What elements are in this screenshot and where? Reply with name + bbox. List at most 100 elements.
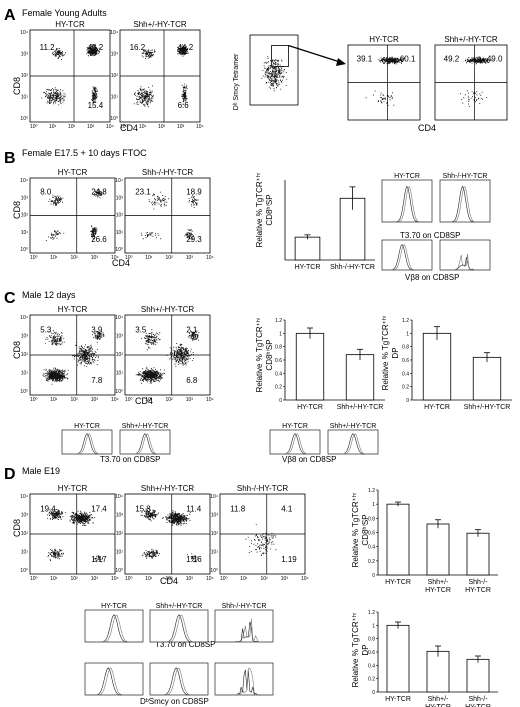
bar-d1-bar-0 xyxy=(386,503,410,576)
dot-b-1-xtick-4: 10⁴ xyxy=(111,255,119,261)
dot-c-2-ytick-0: 10⁴ xyxy=(115,315,123,321)
bar-c1-ticklabel-0: 0 xyxy=(279,398,282,404)
dot-d-3-ytick-4: 10⁰ xyxy=(210,568,218,574)
hist-b-vb8-2-curve-1 xyxy=(440,253,490,271)
dot-a-3 xyxy=(347,44,421,121)
bar-c1-ticklabel-5: 1 xyxy=(279,331,282,337)
dot-a-2-ytick-1: 10³ xyxy=(111,52,119,58)
hist-b-label-vb8: Vβ8 on CD8SP xyxy=(405,273,459,282)
dot-d-2-xtick-4: 10⁴ xyxy=(206,576,214,582)
bar-d2-ticklabel-1: 0.2 xyxy=(368,677,375,683)
hist-c-t370-1 xyxy=(61,429,113,455)
hist-b-t370-1-curve-1 xyxy=(382,186,432,223)
dot-b-1-ytick-0: 10⁴ xyxy=(20,178,28,184)
bar-c2-cat-1-0: Shh+/-HY-TCR xyxy=(464,404,511,411)
bar-ylabel-b: Relative % TgTCR⁺ʰⁱ CD8ʰⁱSP xyxy=(255,173,274,248)
dot-d-1-xtick-1: 10¹ xyxy=(50,576,58,582)
bar-d1 xyxy=(376,489,498,576)
bar-c2 xyxy=(410,319,512,401)
axis-label-cd8-b: CD8 xyxy=(12,201,22,219)
bar-d1-ticklabel-2: 0.4 xyxy=(368,545,375,551)
bar-d2-cat-1-1: HY-TCR xyxy=(425,704,451,707)
bar-ylabel-d1: Relative % TgTCR⁺ʰⁱ CD8ʰⁱSP xyxy=(351,493,370,568)
bar-c2-bar-0 xyxy=(422,332,452,401)
hist-c-vb8-2 xyxy=(327,429,379,455)
dot-b-1-title: HY-TCR xyxy=(58,168,88,177)
bar-d2-cat-2-0: Shh-/- xyxy=(468,696,488,703)
dot-b-1-xtick-2: 10² xyxy=(71,255,79,261)
bar-c2-ticklabel-3: 0.6 xyxy=(402,358,409,364)
dot-a-gate-frame xyxy=(249,34,299,106)
dot-d-2-xtick-0: 10⁰ xyxy=(125,576,133,582)
bar-c2-bar-1 xyxy=(472,356,502,401)
dot-b-2 xyxy=(124,177,211,254)
bar-d1-ticklabel-1: 0.2 xyxy=(368,559,375,565)
dot-a-1-xtick-4: 10⁴ xyxy=(106,124,114,130)
dot-b-1-xtick-3: 10³ xyxy=(91,255,99,261)
dot-d-2-xtick-2: 10² xyxy=(166,576,174,582)
dot-b-1-ytick-3: 10¹ xyxy=(21,230,29,236)
dot-b-2-xtick-3: 10³ xyxy=(186,255,194,261)
bar-c2-ticklabel-6: 1.2 xyxy=(402,318,409,324)
hist-b-t370-2-frame xyxy=(439,179,491,223)
dot-d-3-events xyxy=(245,524,277,556)
dot-a-1-ytick-2: 10² xyxy=(21,73,29,79)
hist-c-vb8-2-curve-1 xyxy=(328,433,378,455)
dot-b-2-quad-lr: 29.3 xyxy=(186,235,202,244)
bar-d1-cat-2-1: HY-TCR xyxy=(465,587,491,594)
hist-d-t370-1-curve-1 xyxy=(85,614,143,643)
hist-d-label-dbsmcy: DᵇSmcy on CD8SP xyxy=(140,697,209,706)
axis-label-cd4-b: CD4 xyxy=(112,258,130,268)
svg-text:CD8ʰⁱSP: CD8ʰⁱSP xyxy=(265,194,274,225)
panel-header-c: Male 12 days xyxy=(22,290,76,300)
dot-d-1-quad-lr: 1.17 xyxy=(91,555,107,564)
dot-c-1-xtick-3: 10³ xyxy=(91,397,99,403)
bar-c1-bar-1 xyxy=(345,354,375,401)
dot-c-1-ytick-3: 10¹ xyxy=(21,371,29,377)
dot-a-4-title: Shh+/-HY-TCR xyxy=(444,35,498,44)
dot-d-3-xtick-3: 10³ xyxy=(281,576,289,582)
dot-c-2-ytick-1: 10³ xyxy=(116,334,124,340)
dot-d-1 xyxy=(29,493,116,575)
bar-b-cat-0-0: HY-TCR xyxy=(295,264,321,271)
hist-c-t370-2-title: Shh+/-HY-TCR xyxy=(122,423,169,430)
dot-a-gate-box xyxy=(271,45,289,67)
hist-c-vb8-1-curve-1 xyxy=(270,433,320,455)
bar-c1-ticklabel-4: 0.8 xyxy=(275,345,282,351)
dot-d-3-quad-ul: 11.8 xyxy=(230,505,246,514)
dot-b-2-ytick-4: 10⁰ xyxy=(115,247,123,253)
bar-b-cat-1-0: Shh-/-HY-TCR xyxy=(330,264,375,271)
hist-d-db-3 xyxy=(214,662,274,696)
dot-a-1-events xyxy=(41,43,101,106)
bar-c1-ticklabel-3: 0.6 xyxy=(275,358,282,364)
hist-b-t370-1 xyxy=(381,179,433,223)
dot-c-2-ytick-3: 10¹ xyxy=(116,371,124,377)
dot-a-2-events xyxy=(133,44,189,108)
dot-d-2-ytick-0: 10⁴ xyxy=(115,494,123,500)
dot-b-1 xyxy=(29,177,116,254)
dot-c-1-events xyxy=(42,330,105,385)
dot-a-2-ytick-3: 10¹ xyxy=(111,95,119,101)
bar-ylabel-d2: Relative % TgTCR⁺ʰⁱ DP xyxy=(351,613,370,688)
dot-d-3-quad-ur: 4.1 xyxy=(281,505,293,514)
dot-b-1-xtick-1: 10¹ xyxy=(50,255,58,261)
dot-b-1-ytick-1: 10³ xyxy=(21,195,29,201)
bar-d2-cat-2-1: HY-TCR xyxy=(465,704,491,707)
bar-c2-ticklabel-0: 0 xyxy=(406,398,409,404)
hist-c-t370-1-curve-1 xyxy=(62,433,112,455)
dot-d-1-ytick-3: 10¹ xyxy=(21,550,29,556)
dot-c-2-events xyxy=(135,329,200,384)
svg-text:Relative % TgTCR⁺ʰⁱ: Relative % TgTCR⁺ʰⁱ xyxy=(381,316,390,391)
dot-d-3-ytick-2: 10² xyxy=(211,531,219,537)
dot-d-2-ytick-2: 10² xyxy=(116,531,124,537)
bar-c2-cat-0-0: HY-TCR xyxy=(424,404,450,411)
dot-d-2-ytick-4: 10⁰ xyxy=(115,568,123,574)
panel-letter-a: A xyxy=(4,7,16,24)
dot-a-1-ytick-3: 10¹ xyxy=(21,95,29,101)
panel-letter-d: D xyxy=(4,466,16,483)
dot-a-1-quad-lr: 15.4 xyxy=(88,101,104,110)
dot-c-1-quad-ur: 3.9 xyxy=(91,326,103,335)
dot-b-2-ytick-0: 10⁴ xyxy=(115,178,123,184)
hist-c-label-t370: T3.70 on CD8SP xyxy=(100,455,160,464)
dot-d-1-xtick-0: 10⁰ xyxy=(30,576,38,582)
